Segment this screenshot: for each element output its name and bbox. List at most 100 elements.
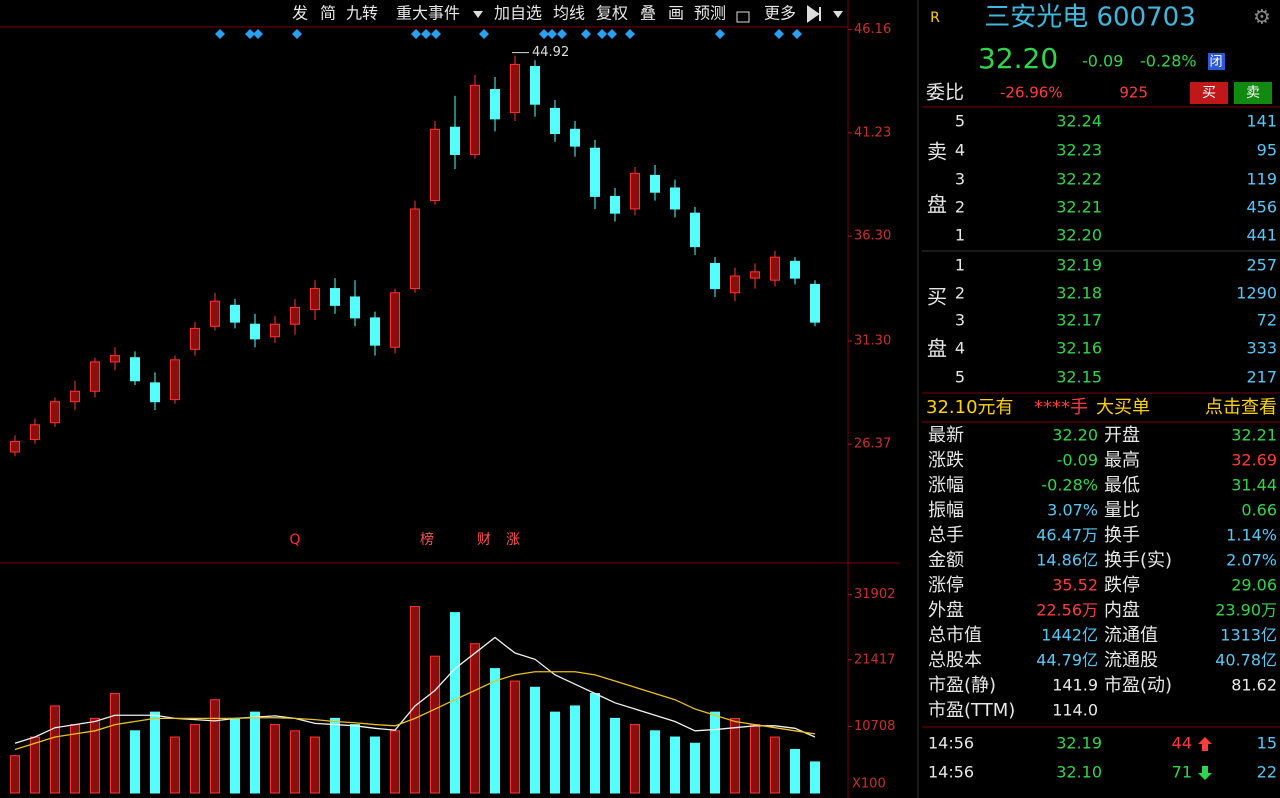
- signal-icon[interactable]: [597, 29, 607, 39]
- signal-icon[interactable]: [792, 29, 802, 39]
- stat-value: -0.28%: [1041, 476, 1098, 495]
- event-marker[interactable]: 榜: [420, 531, 434, 548]
- order-price: 32.21: [1056, 198, 1102, 217]
- volume-bar: [390, 730, 400, 794]
- toolbar-button[interactable]: 重大事件: [396, 4, 460, 23]
- y-tick-label: 21417: [854, 652, 895, 667]
- toolbar-button[interactable]: 简: [320, 4, 336, 23]
- stat-label: 振幅: [928, 500, 964, 521]
- stat-label: 总股本: [928, 650, 982, 671]
- dropdown-icon[interactable]: [833, 11, 843, 18]
- tick-arrow: [1198, 737, 1212, 751]
- signal-icon[interactable]: [774, 29, 784, 39]
- stat-label: 最低: [1104, 475, 1140, 496]
- volume-bar: [430, 655, 440, 794]
- high-label: 44.92: [532, 45, 569, 60]
- play-icon[interactable]: [807, 5, 821, 23]
- volume-bar: [250, 711, 260, 794]
- volume-bar: [550, 711, 560, 794]
- level: 2: [955, 198, 965, 217]
- stat-value: 22.56万: [1036, 601, 1098, 620]
- candle-body: [110, 355, 120, 363]
- signal-icon[interactable]: [245, 29, 255, 39]
- y-tick-label: 31.30: [854, 333, 891, 348]
- lock-icon[interactable]: [736, 11, 750, 23]
- stat-label: 总手: [928, 525, 964, 546]
- stat-label: 涨跌: [928, 450, 964, 471]
- signal-icon[interactable]: [547, 29, 557, 39]
- tick-count: 15: [1257, 734, 1277, 753]
- signal-icon[interactable]: [557, 29, 567, 39]
- book-label: 盘: [927, 193, 947, 217]
- signal-icon[interactable]: [625, 29, 635, 39]
- signal-icon[interactable]: [411, 29, 421, 39]
- level: 3: [955, 311, 965, 330]
- stat-label: 流通股: [1104, 650, 1158, 671]
- big-order[interactable]: 点击查看: [1205, 397, 1277, 418]
- signal-icon[interactable]: [607, 29, 617, 39]
- signal-icon[interactable]: [581, 29, 591, 39]
- event-marker[interactable]: 涨: [506, 532, 520, 548]
- signal-icon[interactable]: [292, 29, 302, 39]
- tick-price: 32.19: [1056, 734, 1102, 753]
- toolbar-button[interactable]: 叠: [640, 4, 656, 23]
- signal-icon[interactable]: [431, 29, 441, 39]
- volume-bar: [450, 612, 460, 794]
- volume-bar: [650, 730, 660, 794]
- stat-label: 总市值: [928, 625, 982, 646]
- toolbar-button[interactable]: 更多: [764, 4, 796, 23]
- stat-value: 1313亿: [1220, 626, 1277, 645]
- volume-bar: [590, 692, 600, 794]
- sell-button[interactable]: [1234, 82, 1272, 104]
- candle-body: [650, 174, 660, 193]
- candle-body: [50, 401, 60, 424]
- event-marker[interactable]: 财: [477, 532, 491, 548]
- signal-icon[interactable]: [215, 29, 225, 39]
- book-label: 盘: [927, 337, 947, 361]
- signal-icon[interactable]: [715, 29, 725, 39]
- toolbar-button[interactable]: 发: [292, 4, 308, 23]
- candle-body: [750, 271, 760, 279]
- signal-icon[interactable]: [421, 29, 431, 39]
- change-pct: -0.28%: [1140, 52, 1197, 71]
- stat-value: -0.09: [1057, 451, 1098, 470]
- volume-bar: [210, 699, 220, 794]
- toolbar-button[interactable]: 九转: [346, 4, 378, 23]
- volume-bar: [150, 711, 160, 794]
- stat-value: 1442亿: [1041, 626, 1098, 645]
- order-price: 32.17: [1056, 311, 1102, 330]
- stat-label: 涨幅: [928, 475, 964, 496]
- settings-icon[interactable]: ⚙: [1253, 5, 1271, 29]
- buy-button[interactable]: [1190, 82, 1228, 104]
- book-label: 卖: [927, 140, 947, 164]
- stat-value: 81.62: [1231, 676, 1277, 695]
- level: 4: [955, 141, 965, 160]
- dropdown-icon[interactable]: [473, 11, 483, 18]
- signal-icon[interactable]: [539, 29, 549, 39]
- order-price: 32.23: [1056, 141, 1102, 160]
- bid-diff: 925: [1119, 84, 1148, 102]
- volume-bar: [230, 717, 240, 794]
- toolbar-button[interactable]: 均线: [553, 4, 585, 23]
- signal-icon[interactable]: [479, 29, 489, 39]
- toolbar-button[interactable]: 预测: [694, 4, 726, 23]
- candle-body: [410, 208, 420, 290]
- y-tick-label: 46.16: [854, 22, 891, 37]
- toolbar-button[interactable]: 复权: [596, 4, 628, 23]
- tick-time: 14:56: [928, 734, 974, 753]
- event-marker[interactable]: Q: [289, 532, 300, 548]
- toolbar-button[interactable]: 加自选: [494, 4, 542, 23]
- toolbar-button[interactable]: 画: [668, 4, 684, 23]
- candle-body: [290, 306, 300, 325]
- candle-body: [710, 262, 720, 290]
- change: -0.09: [1082, 52, 1123, 71]
- big-order: 大买单: [1096, 397, 1150, 418]
- signal-icon[interactable]: [253, 29, 263, 39]
- sell[interactable]: 卖: [1246, 85, 1260, 101]
- order-volume: 257: [1246, 256, 1277, 275]
- candle-body: [510, 63, 520, 114]
- order-volume: 72: [1257, 311, 1277, 330]
- buy[interactable]: 买: [1202, 85, 1216, 101]
- volume-bar: [770, 736, 780, 794]
